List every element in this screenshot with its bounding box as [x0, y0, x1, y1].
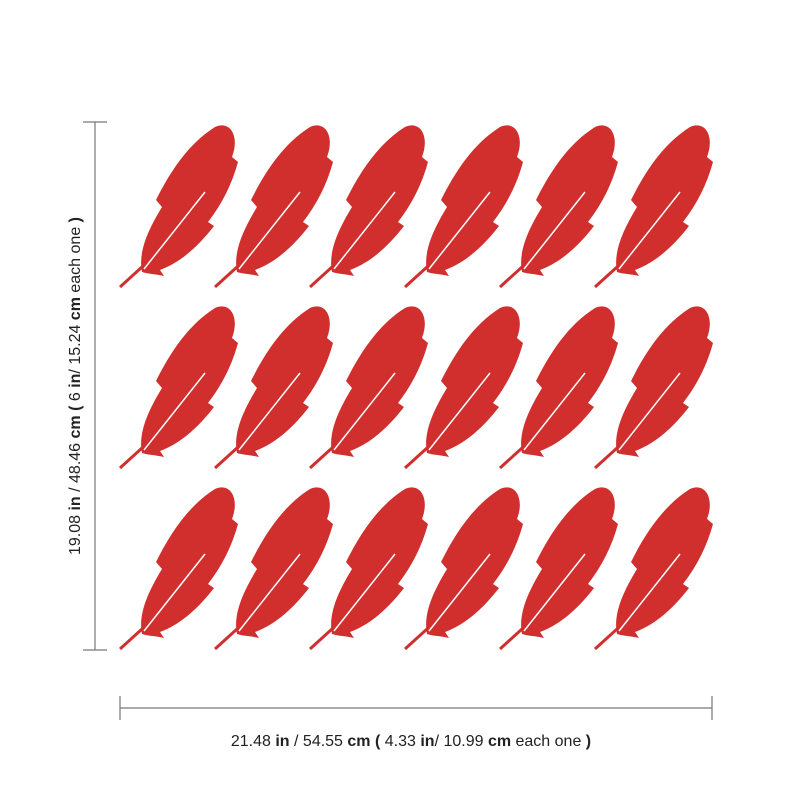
label-segment: / 10.99	[435, 733, 488, 750]
label-segment: (	[67, 401, 84, 415]
label-segment: / 48.46	[67, 438, 84, 496]
label-segment: in	[275, 733, 289, 750]
label-segment: )	[586, 733, 591, 750]
width-dimension: 21.48 in / 54.55 cm ( 4.33 in/ 10.99 cm …	[119, 696, 713, 750]
label-segment: cm	[67, 297, 84, 320]
label-segment: in	[420, 733, 434, 750]
label-segment: 21.48	[231, 733, 275, 750]
label-segment: in	[67, 496, 84, 510]
label-segment: 4.33	[385, 733, 421, 750]
label-segment: cm	[67, 415, 84, 438]
label-segment: / 15.24	[67, 320, 84, 373]
height-label: 19.08 in / 48.46 cm ( 6 in/ 15.24 cm eac…	[67, 217, 84, 555]
label-segment: )	[67, 217, 84, 222]
feather	[118, 485, 240, 651]
width-label: 21.48 in / 54.55 cm ( 4.33 in/ 10.99 cm …	[231, 733, 591, 750]
label-segment: in	[67, 374, 84, 388]
label-segment: cm	[347, 733, 370, 750]
feather	[118, 304, 240, 470]
label-segment: each one	[67, 222, 84, 297]
label-segment: 19.08	[67, 511, 84, 555]
label-segment: / 54.55	[290, 733, 348, 750]
height-dimension: 19.08 in / 48.46 cm ( 6 in/ 15.24 cm eac…	[67, 121, 107, 651]
label-segment: (	[371, 733, 385, 750]
label-segment: cm	[488, 733, 511, 750]
label-segment: each one	[511, 733, 586, 750]
label-segment: 6	[67, 388, 84, 401]
feather-grid	[118, 123, 715, 651]
feather	[118, 123, 240, 289]
